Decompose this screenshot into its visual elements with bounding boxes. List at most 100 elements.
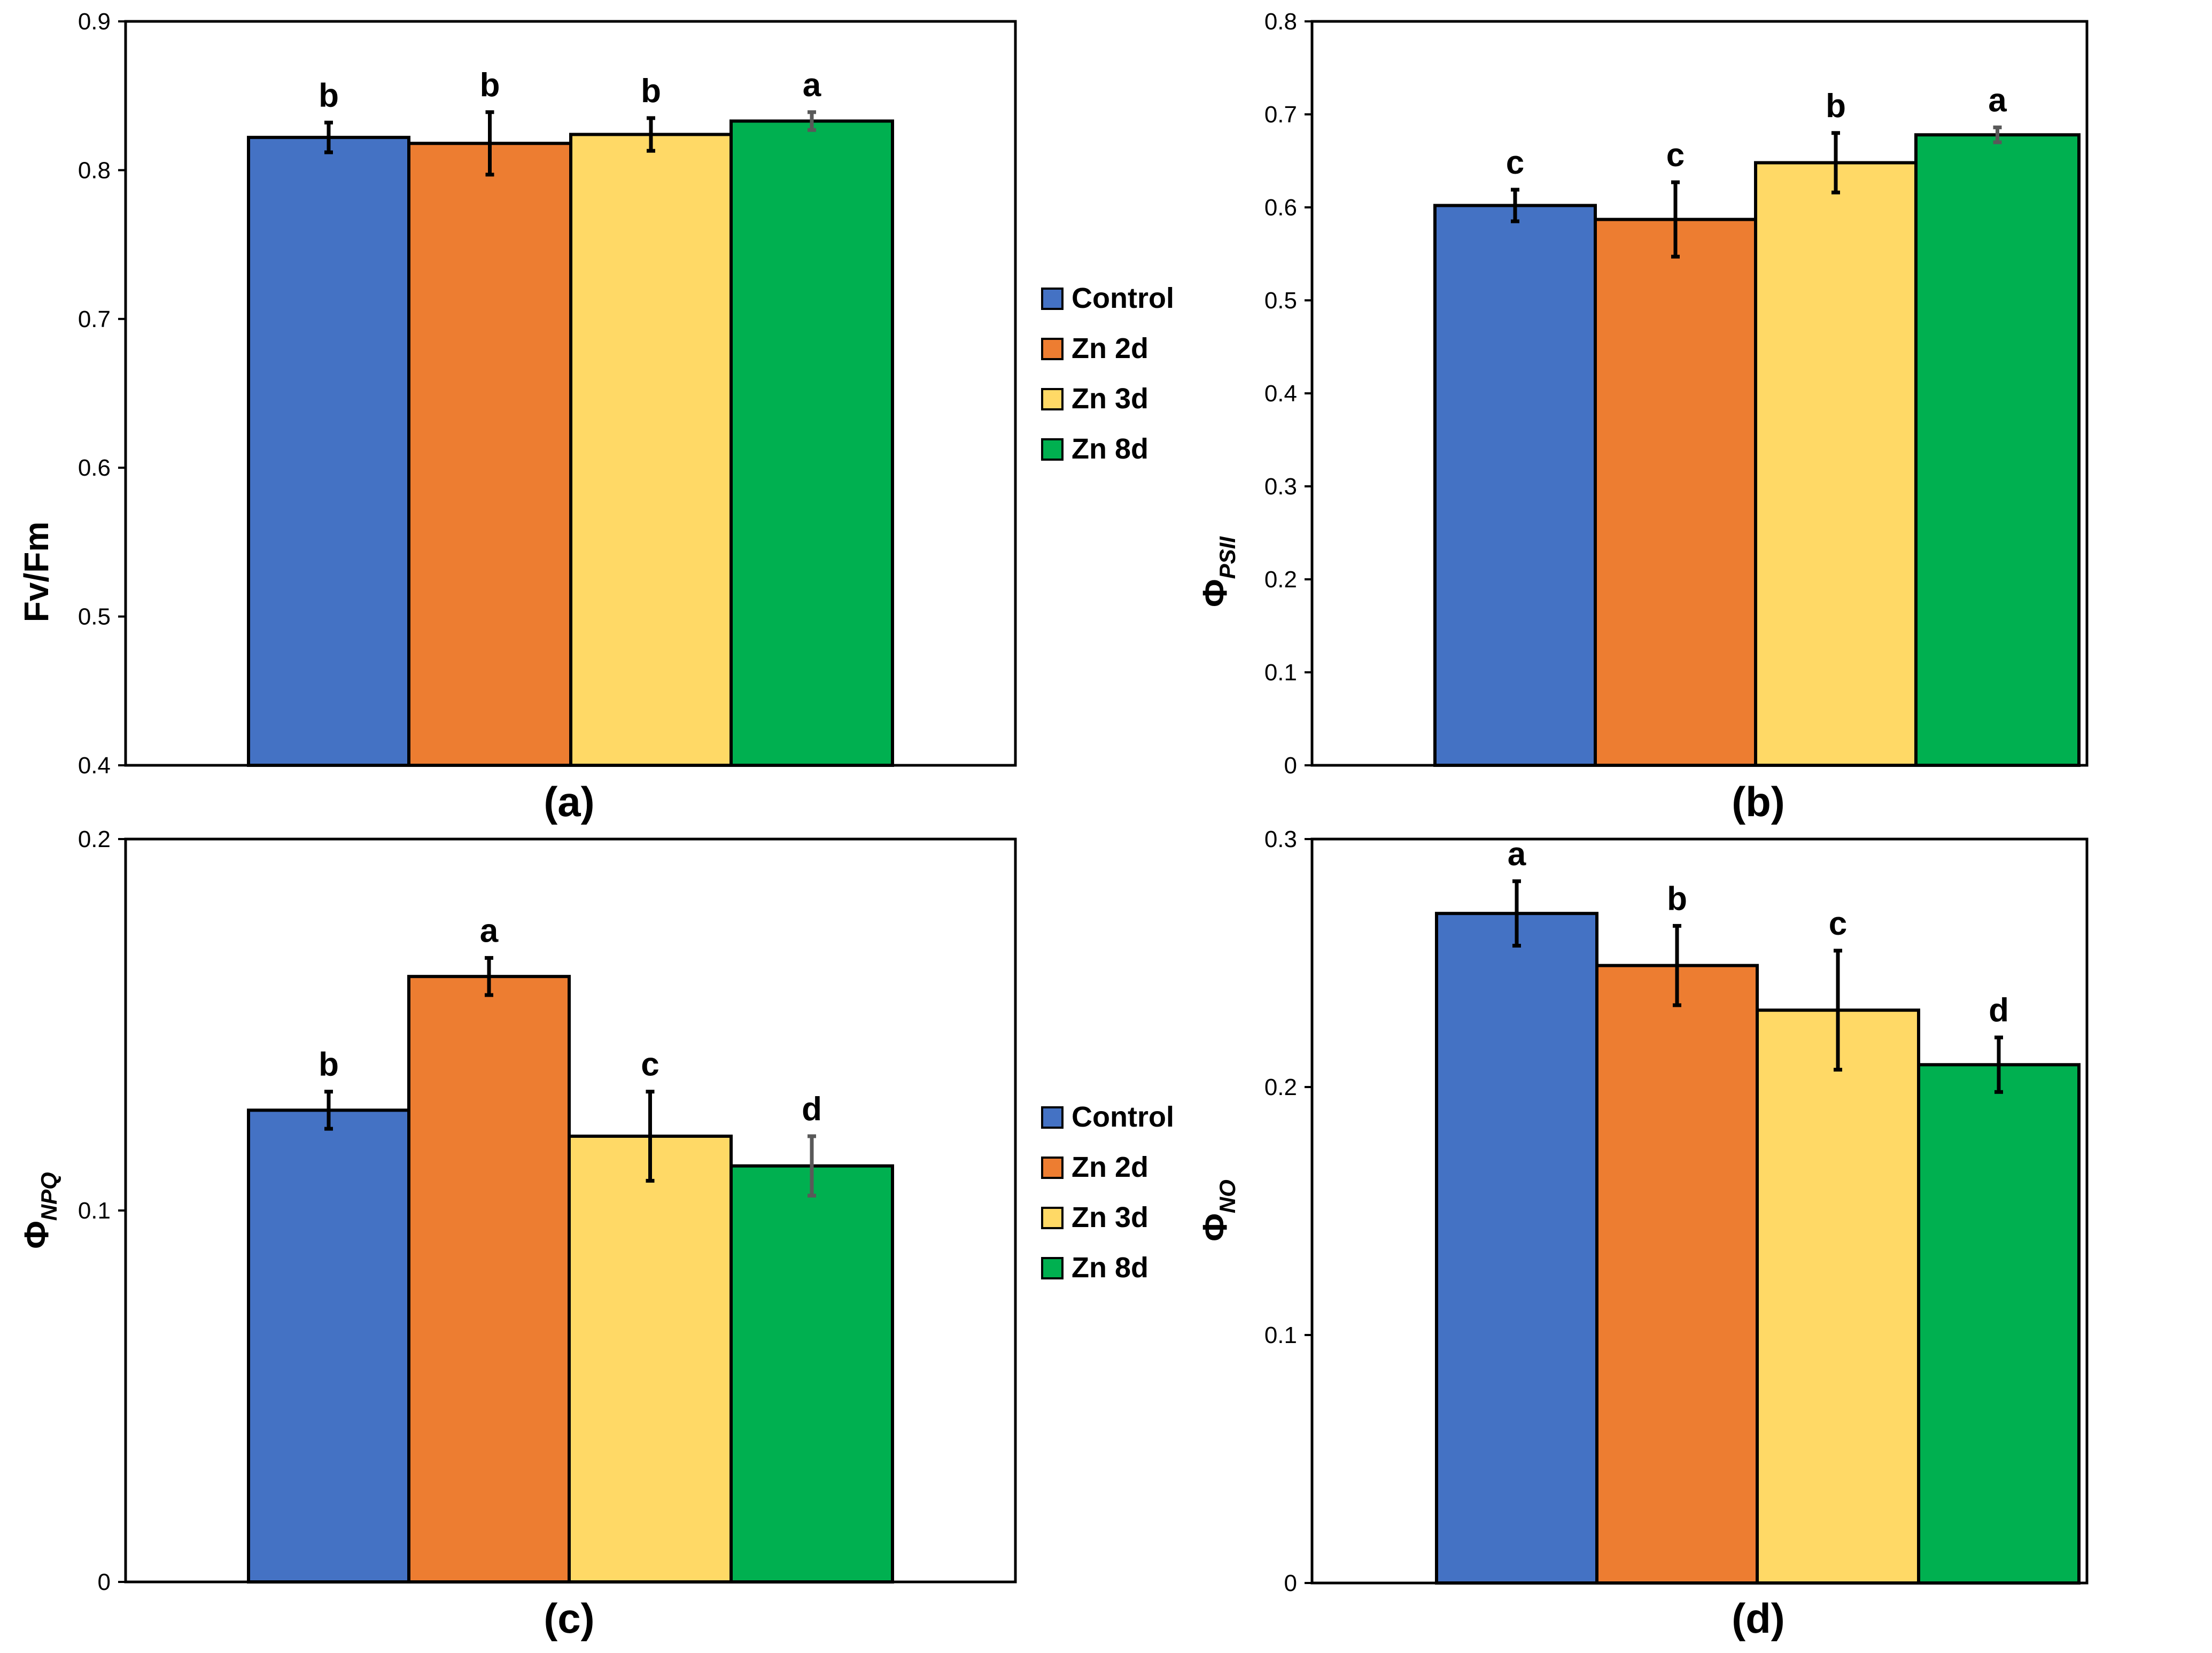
error-bar (1834, 949, 1842, 1072)
legend-label: Zn 2d (1072, 332, 1148, 364)
y-tick-label: 0.4 (78, 752, 111, 779)
bar-zn-2d (407, 142, 572, 767)
y-tick-label: 0.6 (1264, 195, 1297, 221)
significance-letter: a (1508, 836, 1526, 873)
legend-label: Zn 3d (1072, 383, 1148, 415)
y-tick-label: 0.3 (1264, 826, 1297, 852)
legend: Control Zn 2d Zn 3d Zn 8d (1041, 282, 1174, 465)
significance-letter: c (1829, 905, 1847, 942)
significance-letter: b (319, 1046, 339, 1083)
error-bar (324, 120, 333, 154)
legend-swatch (1041, 1257, 1064, 1279)
y-tick-label: 0.8 (1264, 9, 1297, 35)
bar-zn-8d (729, 119, 894, 767)
legend: Control Zn 2d Zn 3d Zn 8d (1041, 1101, 1174, 1284)
bar-zn-8d (1917, 1063, 2081, 1585)
error-bar (647, 116, 655, 153)
bar-control (1435, 912, 1598, 1585)
bar-zn-2d (407, 975, 571, 1584)
y-tick-label: 0 (98, 1569, 111, 1595)
error-bar (1994, 1035, 2003, 1094)
panel-c: 0 0.1 0.2 b a c d ΦNPQ (c) Control Zn 2d Zn 3d Zn 8d (17, 826, 1174, 1642)
significance-letter: d (1989, 992, 2009, 1029)
significance-letter: c (1506, 144, 1524, 181)
bar-zn-2d (1595, 964, 1759, 1585)
error-bar (324, 1090, 333, 1131)
legend-swatch (1041, 1207, 1064, 1229)
error-bar (646, 1090, 655, 1183)
y-tick-label: 0.7 (78, 306, 111, 332)
y-tick-label: 0.3 (1264, 474, 1297, 500)
bar-control (247, 1108, 410, 1584)
y-tick-label: 0.9 (78, 9, 111, 35)
y-tick-label: 0.2 (78, 826, 111, 852)
bar-control (1433, 204, 1597, 767)
bar-zn-3d (1756, 1008, 1920, 1585)
bar-control (247, 136, 410, 767)
error-bar (1673, 923, 1681, 1007)
error-bar (1831, 131, 1840, 195)
y-tick-label: 0.5 (78, 604, 111, 630)
panel-label: (a) (544, 778, 594, 825)
y-tick-label: 0.7 (1264, 102, 1297, 128)
significance-letter: a (803, 67, 821, 104)
y-tick-label: 0.2 (1264, 1074, 1297, 1100)
panel-label: (c) (544, 1595, 594, 1642)
legend-label: Control (1072, 282, 1174, 314)
legend-label: Zn 2d (1072, 1151, 1148, 1183)
significance-letter: c (641, 1046, 659, 1083)
y-axis-title: Fv/Fm (17, 522, 56, 622)
y-axis-title: ΦNPQ (17, 1172, 62, 1249)
significance-letter: a (480, 912, 499, 949)
legend-swatch (1041, 288, 1064, 310)
error-bar (1993, 125, 2002, 144)
significance-letter: b (641, 73, 661, 110)
y-tick-label: 0.5 (1264, 288, 1297, 314)
bar-zn-3d (1754, 161, 1918, 767)
legend-label: Zn 8d (1072, 433, 1148, 465)
y-tick-label: 0.6 (78, 455, 111, 481)
legend-swatch (1041, 338, 1064, 360)
legend-swatch (1041, 388, 1064, 410)
significance-letter: b (1826, 88, 1846, 125)
legend-label: Control (1072, 1101, 1174, 1133)
panel-label: (b) (1732, 778, 1785, 825)
error-bar (808, 1134, 816, 1198)
panel-label: (d) (1732, 1595, 1785, 1642)
y-tick-label: 0.4 (1264, 381, 1297, 407)
significance-letter: b (480, 67, 500, 104)
bar-zn-2d (1594, 218, 1757, 767)
y-tick-label: 0.2 (1264, 566, 1297, 593)
bar-zn-3d (568, 1135, 733, 1584)
legend-swatch (1041, 1157, 1064, 1179)
significance-letter: b (1667, 880, 1687, 917)
bar-zn-8d (1914, 133, 2081, 767)
error-bar (808, 110, 816, 132)
y-axis-title: ΦPSII (1196, 536, 1240, 607)
error-bar (1512, 879, 1521, 948)
y-tick-label: 0.1 (78, 1198, 111, 1224)
significance-letter: c (1666, 137, 1685, 174)
y-tick-label: 0.8 (78, 157, 111, 183)
panel-a: 0.4 0.5 0.6 0.7 0.8 0.9 b b b a Fv/Fm (a) Control Zn … (17, 9, 1174, 825)
legend-swatch (1041, 1106, 1064, 1129)
error-bar (1671, 180, 1680, 259)
error-bar (1511, 188, 1519, 223)
legend-label: Zn 3d (1072, 1201, 1148, 1233)
y-tick-label: 0 (1284, 752, 1297, 779)
y-axis-title: ΦNO (1196, 1179, 1240, 1241)
bar-zn-8d (729, 1164, 894, 1584)
y-tick-label: 0.1 (1264, 1322, 1297, 1348)
legend-swatch (1041, 438, 1064, 461)
panel-b: 0 0.1 0.2 0.3 0.4 0.5 0.6 0.7 0.8 c c b a ΦPSII (b) (1196, 9, 2089, 825)
error-bar (485, 956, 493, 997)
legend-label: Zn 8d (1072, 1252, 1148, 1284)
y-tick-label: 0.1 (1264, 659, 1297, 686)
significance-letter: d (802, 1091, 822, 1128)
panel-d: 0 0.1 0.2 0.3 a b c d ΦNO (d) (1196, 826, 2089, 1642)
significance-letter: b (319, 77, 339, 114)
y-tick-label: 0 (1284, 1570, 1297, 1596)
error-bar (485, 110, 494, 177)
bar-zn-3d (569, 133, 733, 767)
